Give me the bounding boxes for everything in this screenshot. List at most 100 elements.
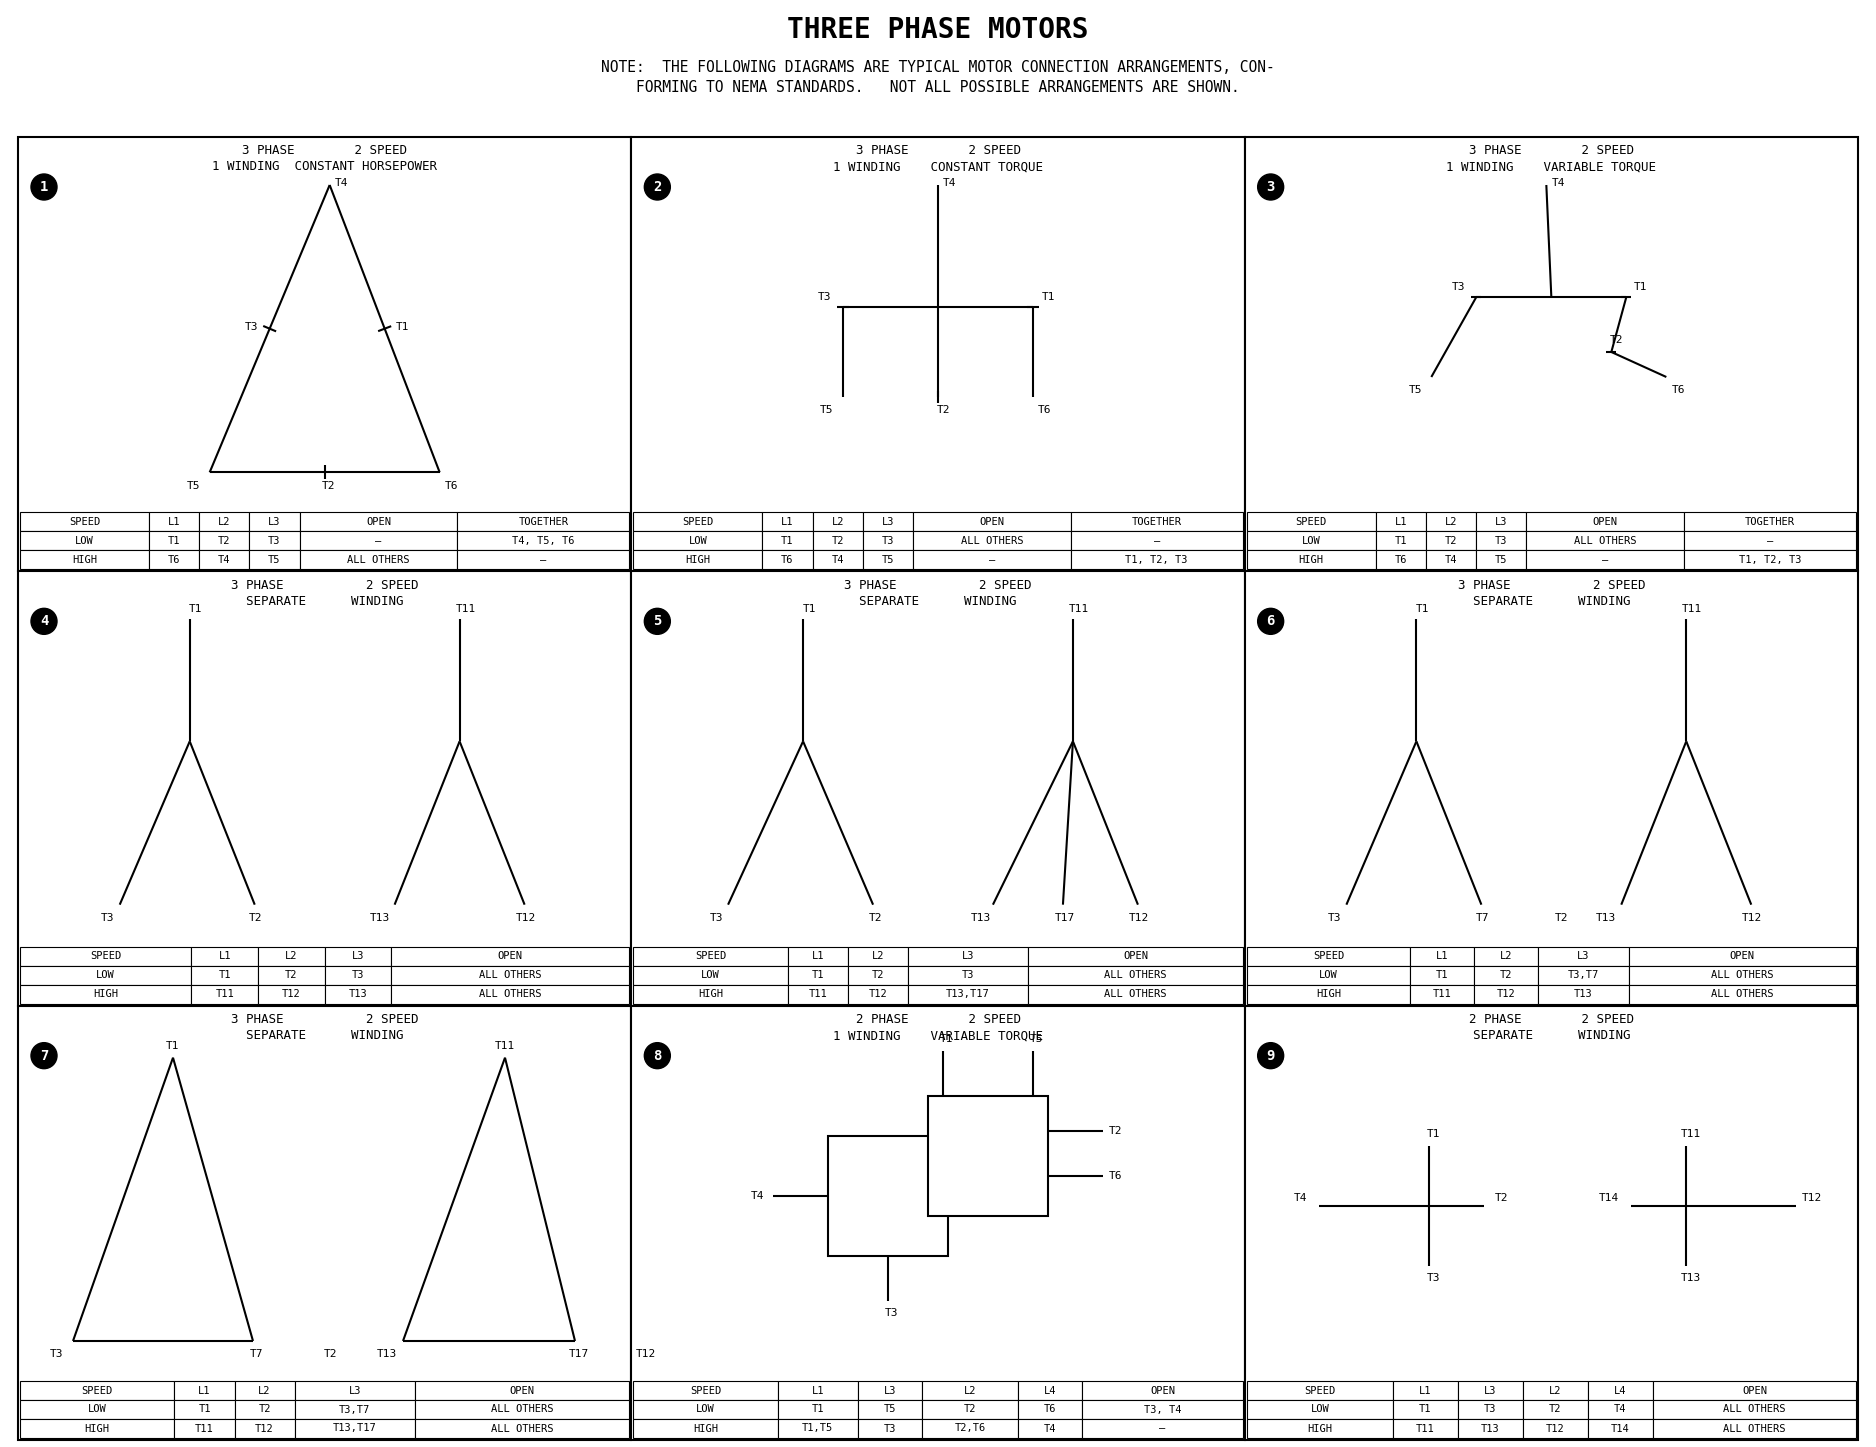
- Bar: [1028, 946, 1242, 965]
- Text: T5: T5: [268, 554, 281, 564]
- Text: HIGH: HIGH: [94, 990, 118, 1000]
- Bar: [1458, 1380, 1523, 1401]
- Text: L1: L1: [780, 517, 794, 527]
- Bar: [827, 1136, 947, 1256]
- Text: HIGH: HIGH: [685, 554, 711, 564]
- Text: LOW: LOW: [702, 969, 720, 980]
- Bar: [1523, 1401, 1587, 1420]
- Text: T2: T2: [325, 1349, 338, 1359]
- Text: T4: T4: [336, 178, 349, 188]
- Text: T12: T12: [636, 1349, 657, 1359]
- Bar: [174, 1401, 234, 1420]
- Text: T2: T2: [218, 535, 231, 546]
- Bar: [148, 512, 199, 531]
- Text: T2: T2: [1555, 913, 1568, 923]
- Bar: [1587, 1401, 1653, 1420]
- Text: T13: T13: [377, 1349, 398, 1359]
- Bar: [857, 1380, 921, 1401]
- Bar: [634, 531, 762, 550]
- Bar: [908, 946, 1028, 965]
- Bar: [1082, 1380, 1242, 1401]
- Bar: [632, 1006, 1244, 1440]
- Text: SPEED: SPEED: [83, 1385, 113, 1395]
- Bar: [1426, 531, 1476, 550]
- Text: ALL OTHERS: ALL OTHERS: [1711, 990, 1773, 1000]
- Text: 4: 4: [39, 615, 49, 628]
- Text: T3: T3: [885, 1308, 899, 1318]
- Text: T4: T4: [1045, 1424, 1056, 1434]
- Bar: [19, 137, 632, 572]
- Text: L2: L2: [964, 1385, 976, 1395]
- Text: T6: T6: [1672, 385, 1685, 395]
- Bar: [1426, 512, 1476, 531]
- Bar: [325, 965, 392, 984]
- Text: SEPARATE      WINDING: SEPARATE WINDING: [1473, 1029, 1630, 1042]
- Text: T3: T3: [1328, 913, 1341, 923]
- Bar: [174, 1380, 234, 1401]
- Bar: [19, 1006, 632, 1440]
- Text: 3 PHASE        2 SPEED: 3 PHASE 2 SPEED: [1469, 145, 1634, 158]
- Text: T13: T13: [970, 913, 991, 923]
- Bar: [1248, 1420, 1392, 1438]
- Text: ALL OTHERS: ALL OTHERS: [961, 535, 1022, 546]
- Text: HIGH: HIGH: [1298, 554, 1324, 564]
- Text: T4: T4: [1551, 178, 1565, 188]
- Bar: [908, 965, 1028, 984]
- Text: L3: L3: [962, 951, 974, 961]
- Text: L2: L2: [831, 517, 844, 527]
- Bar: [1392, 1420, 1458, 1438]
- Text: T3: T3: [1428, 1273, 1441, 1282]
- Text: T4: T4: [218, 554, 231, 564]
- Bar: [1475, 984, 1538, 1004]
- Text: T12: T12: [1129, 913, 1150, 923]
- Text: 3 PHASE        2 SPEED: 3 PHASE 2 SPEED: [242, 145, 407, 158]
- Bar: [1248, 550, 1375, 569]
- Bar: [1244, 1006, 1857, 1440]
- Text: —: —: [989, 554, 994, 564]
- Text: T4: T4: [750, 1191, 765, 1201]
- Text: —: —: [1159, 1424, 1165, 1434]
- Bar: [415, 1380, 628, 1401]
- Text: 5: 5: [653, 615, 662, 628]
- Bar: [295, 1380, 415, 1401]
- Text: T1: T1: [803, 605, 816, 615]
- Bar: [21, 531, 148, 550]
- Text: T11: T11: [1416, 1424, 1435, 1434]
- Bar: [848, 984, 908, 1004]
- Bar: [1248, 946, 1411, 965]
- Bar: [1411, 984, 1475, 1004]
- Text: T11: T11: [1069, 605, 1090, 615]
- Text: T13: T13: [1574, 990, 1593, 1000]
- Text: T3: T3: [51, 1349, 64, 1359]
- Text: T6: T6: [780, 554, 794, 564]
- Text: T17: T17: [568, 1349, 589, 1359]
- Text: T3,T7: T3,T7: [340, 1405, 370, 1415]
- Text: T1: T1: [167, 1040, 180, 1051]
- Text: 3 PHASE           2 SPEED: 3 PHASE 2 SPEED: [231, 1013, 418, 1026]
- Text: T3: T3: [268, 535, 281, 546]
- Text: T1, T2, T3: T1, T2, T3: [1739, 554, 1801, 564]
- Text: 2: 2: [653, 179, 662, 194]
- Text: T1: T1: [780, 535, 794, 546]
- Bar: [1685, 531, 1855, 550]
- Bar: [857, 1420, 921, 1438]
- Bar: [191, 984, 259, 1004]
- Bar: [1411, 965, 1475, 984]
- Bar: [762, 550, 812, 569]
- Text: T13: T13: [370, 913, 390, 923]
- Bar: [921, 1401, 1019, 1420]
- Text: ALL OTHERS: ALL OTHERS: [1574, 535, 1636, 546]
- Bar: [634, 1420, 779, 1438]
- Text: T2: T2: [938, 405, 951, 415]
- Text: T1: T1: [1435, 969, 1448, 980]
- Bar: [762, 512, 812, 531]
- Bar: [300, 531, 458, 550]
- Circle shape: [1257, 608, 1283, 634]
- Bar: [1475, 965, 1538, 984]
- Text: T14: T14: [1598, 1192, 1619, 1202]
- Bar: [148, 531, 199, 550]
- Bar: [325, 984, 392, 1004]
- Circle shape: [32, 1043, 56, 1069]
- Text: T12: T12: [1803, 1192, 1822, 1202]
- Bar: [1538, 965, 1628, 984]
